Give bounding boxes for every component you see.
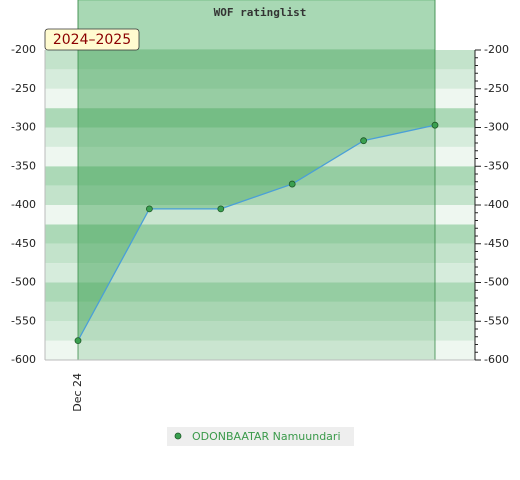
y-tick-label: -600 [11,353,36,366]
y2-tick-label: -550 [484,314,509,327]
background-stripe [45,263,475,283]
y-tick-label: -500 [11,276,36,289]
background-stripe [45,88,475,109]
y2-tick-label: -400 [484,198,509,211]
legend [167,427,354,446]
background-stripe [45,301,475,322]
data-point [74,337,82,345]
y-tick-label: -200 [11,43,36,56]
data-point [288,180,296,188]
y2-tick-label: -600 [484,353,509,366]
y-tick-label: -450 [11,237,36,250]
data-point [431,121,439,129]
y2-tick-label: -350 [484,159,509,172]
background-stripe [45,243,475,264]
season-label-box [44,28,140,51]
background-stripe [45,282,475,302]
legend-label: ODONBAATAR Namuundari [192,430,341,443]
y2-tick-label: -200 [484,43,509,56]
legend-marker [174,432,182,440]
y-tick-label: -250 [11,82,36,95]
y2-tick-label: -300 [484,121,509,134]
series-line [77,124,436,341]
x-tick-label: Dec 24 [71,373,84,412]
season-band [78,50,435,360]
y2-tick-label: -500 [484,276,509,289]
data-point [217,205,225,213]
y-tick-label: -300 [11,121,36,134]
y-tick-label: -350 [11,159,36,172]
data-point [145,205,153,213]
y2-tick-label: -450 [484,237,509,250]
y-tick-label: -400 [11,198,36,211]
y2-tick-label: -250 [484,82,509,95]
background-stripe [45,340,475,360]
background-stripe [45,321,475,341]
background-stripe [45,224,475,244]
data-point [360,137,368,145]
background-stripe [45,166,475,186]
season-label: 2024–2025 [53,32,131,48]
background-stripe [45,50,475,70]
area-above-line [78,50,435,341]
chart-title: WOF ratinglist [214,6,307,19]
background-stripe [45,146,475,167]
background-stripe [45,127,475,147]
background-stripe [45,69,475,89]
background-stripe [45,108,475,128]
y-tick-label: -550 [11,314,36,327]
